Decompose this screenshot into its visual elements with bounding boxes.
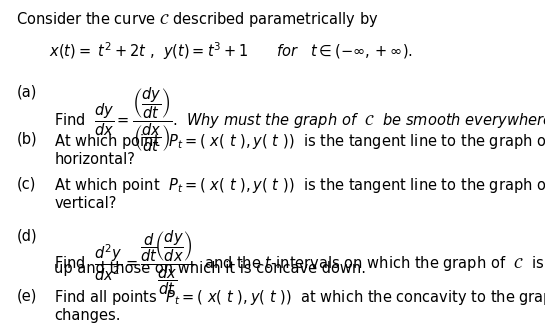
Text: At which point  $P_t = \left(\ x\left(\ t\ \right), y\left(\ t\ \right)\right)$ : At which point $P_t = \left(\ x\left(\ t… [54,132,545,151]
Text: $x(t) = \ t^2 + 2t$ ,  $y(t) = t^3 + 1$      $\it{for}$  $\ t \in (-\infty, +\in: $x(t) = \ t^2 + 2t$ , $y(t) = t^3 + 1$ $… [49,40,413,62]
Text: (a): (a) [16,85,37,100]
Text: vertical?: vertical? [54,196,117,211]
Text: At which point  $P_t = \left(\ x\left(\ t\ \right), y\left(\ t\ \right)\right)$ : At which point $P_t = \left(\ x\left(\ t… [54,176,545,195]
Text: (c): (c) [16,176,36,191]
Text: Find  $\dfrac{d^2y}{dx^2} = \dfrac{\dfrac{d}{dt}\!\left(\dfrac{dy}{dx}\right)}{\: Find $\dfrac{d^2y}{dx^2} = \dfrac{\dfrac… [54,228,545,297]
Text: (e): (e) [16,288,37,303]
Text: (d): (d) [16,228,37,243]
Text: up and those on which it is concave down.: up and those on which it is concave down… [54,261,366,276]
Text: Find  $\dfrac{dy}{dx} = \dfrac{\left(\dfrac{dy}{dt}\right)}{\left(\dfrac{dx}{dt}: Find $\dfrac{dy}{dx} = \dfrac{\left(\dfr… [54,85,545,154]
Text: changes.: changes. [54,308,121,323]
Text: Find all points  $P_t = \left(\ x\left(\ t\ \right), y\left(\ t\ \right)\right)$: Find all points $P_t = \left(\ x\left(\ … [54,288,545,307]
Text: (b): (b) [16,132,37,147]
Text: Consider the curve $\mathcal{C}$ described parametrically by: Consider the curve $\mathcal{C}$ describ… [16,10,379,29]
Text: horizontal?: horizontal? [54,152,135,166]
